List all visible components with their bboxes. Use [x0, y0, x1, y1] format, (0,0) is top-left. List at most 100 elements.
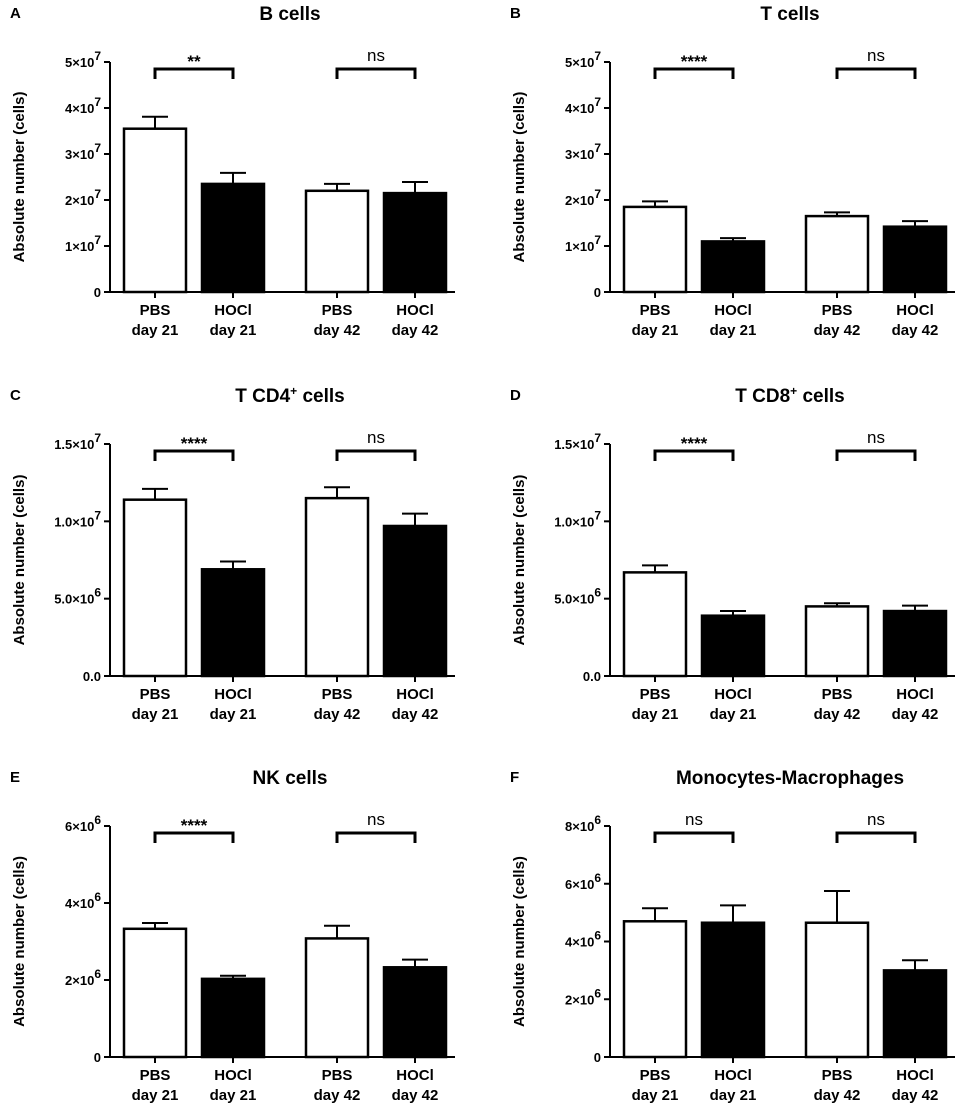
y-tick-label: 6×106 [565, 871, 601, 892]
x-tick-label-group: PBS [822, 302, 853, 319]
bar-hocl-2 [700, 921, 766, 1059]
panel-letter: D [510, 387, 521, 404]
y-tick-label: 2×107 [65, 187, 101, 208]
significance-bracket [835, 67, 917, 79]
y-axis-label: Absolute number (cells) [11, 475, 28, 646]
x-tick-label-group: HOCl [396, 302, 434, 319]
x-tick-label-group: PBS [640, 302, 671, 319]
significance-bracket [653, 449, 735, 461]
y-tick-label: 0.0 [83, 669, 101, 684]
y-tick-label: 1.5×107 [554, 431, 601, 452]
x-tick-label-group: PBS [140, 302, 171, 319]
panel-letter: B [510, 5, 521, 22]
bar-pbs-1 [122, 927, 188, 1059]
significance-bracket [653, 831, 735, 843]
significance-label: ns [867, 46, 885, 65]
y-tick-label: 0 [594, 1050, 601, 1065]
y-tick-label: 1.0×107 [554, 508, 601, 529]
x-tick-label-day: day 21 [632, 706, 679, 723]
x-tick-label-day: day 42 [892, 1087, 939, 1104]
x-tick-label-group: PBS [822, 1067, 853, 1084]
bar-pbs-3 [804, 921, 870, 1059]
significance-label: ns [867, 428, 885, 447]
x-tick-label-day: day 42 [814, 322, 861, 339]
x-tick-label-day: day 21 [710, 1087, 757, 1104]
y-tick-label: 4×107 [65, 95, 101, 116]
x-tick-label-day: day 21 [710, 322, 757, 339]
y-tick-label: 6×106 [65, 813, 101, 834]
x-tick-label-group: PBS [322, 686, 353, 703]
bar-hocl-2 [700, 240, 766, 294]
panel-d: D T CD8+ cells Absolute number (cells) 0.0 5… [510, 384, 955, 723]
significance-label: ns [367, 428, 385, 447]
y-tick-label: 3×107 [65, 141, 101, 162]
bar-pbs-1 [622, 920, 688, 1059]
bar-hocl-4 [882, 225, 948, 294]
chart-title: B cells [259, 4, 320, 25]
x-tick-label-day: day 21 [210, 322, 257, 339]
significance-label: ns [867, 810, 885, 829]
panel-letter: C [10, 387, 21, 404]
x-tick-label-group: PBS [140, 686, 171, 703]
y-tick-label: 2×107 [565, 187, 601, 208]
significance-label: **** [681, 52, 708, 71]
y-tick-label: 3×107 [565, 141, 601, 162]
x-tick-label-day: day 42 [892, 322, 939, 339]
panel-b: B T cells Absolute number (cells) 0 1×107 2×1… [510, 4, 955, 339]
bar-pbs-3 [304, 496, 370, 678]
x-tick-label-group: PBS [822, 686, 853, 703]
x-tick-label-day: day 21 [632, 1087, 679, 1104]
significance-label: **** [181, 816, 208, 835]
bar-pbs-1 [622, 205, 688, 294]
x-tick-label-day: day 21 [710, 706, 757, 723]
y-tick-label: 1.5×107 [54, 431, 101, 452]
x-tick-label-day: day 21 [632, 322, 679, 339]
y-tick-label: 1.0×107 [54, 508, 101, 529]
bar-pbs-1 [622, 571, 688, 678]
panel-f: F Monocytes-Macrophages Absolute number (c… [510, 768, 955, 1104]
x-tick-label-group: HOCl [396, 686, 434, 703]
significance-bracket [153, 831, 235, 843]
x-tick-label-day: day 42 [314, 1087, 361, 1104]
bar-pbs-3 [304, 937, 370, 1059]
y-axis-label: Absolute number (cells) [11, 856, 28, 1027]
x-tick-label-day: day 42 [892, 706, 939, 723]
x-tick-label-group: HOCl [714, 302, 752, 319]
x-tick-label-day: day 21 [210, 706, 257, 723]
bar-hocl-4 [882, 609, 948, 678]
x-tick-label-day: day 21 [132, 1087, 179, 1104]
y-axis-label: Absolute number (cells) [11, 92, 28, 263]
x-tick-label-group: HOCl [214, 1067, 252, 1084]
bar-hocl-4 [882, 969, 948, 1059]
chart-title: T CD4+ cells [235, 384, 344, 407]
x-tick-label-group: HOCl [714, 1067, 752, 1084]
bar-pbs-3 [804, 214, 870, 294]
y-tick-label: 5×107 [565, 49, 601, 70]
significance-bracket [835, 449, 917, 461]
significance-bracket [335, 449, 417, 461]
significance-bracket [153, 449, 235, 461]
y-tick-label: 5.0×106 [54, 586, 101, 607]
x-tick-label-group: HOCl [396, 1067, 434, 1084]
chart-title: NK cells [253, 768, 328, 789]
x-tick-label-group: HOCl [714, 686, 752, 703]
bar-pbs-3 [804, 605, 870, 678]
x-tick-label-day: day 42 [814, 706, 861, 723]
y-axis-label: Absolute number (cells) [511, 475, 528, 646]
x-tick-label-day: day 21 [132, 706, 179, 723]
y-tick-label: 4×106 [565, 929, 601, 950]
bar-hocl-2 [700, 614, 766, 678]
significance-bracket [153, 67, 235, 79]
panel-a: A B cells Absolute number (cells) 0 1×107 2×1… [10, 4, 455, 339]
chart-title: T cells [760, 4, 819, 25]
y-tick-label: 0.0 [583, 669, 601, 684]
x-tick-label-day: day 42 [392, 706, 439, 723]
x-tick-label-day: day 42 [314, 322, 361, 339]
x-tick-label-day: day 42 [314, 706, 361, 723]
bar-pbs-1 [122, 498, 188, 678]
y-tick-label: 5×107 [65, 49, 101, 70]
y-tick-label: 2×106 [565, 986, 601, 1007]
significance-bracket [335, 831, 417, 843]
chart-title: T CD8+ cells [735, 384, 844, 407]
